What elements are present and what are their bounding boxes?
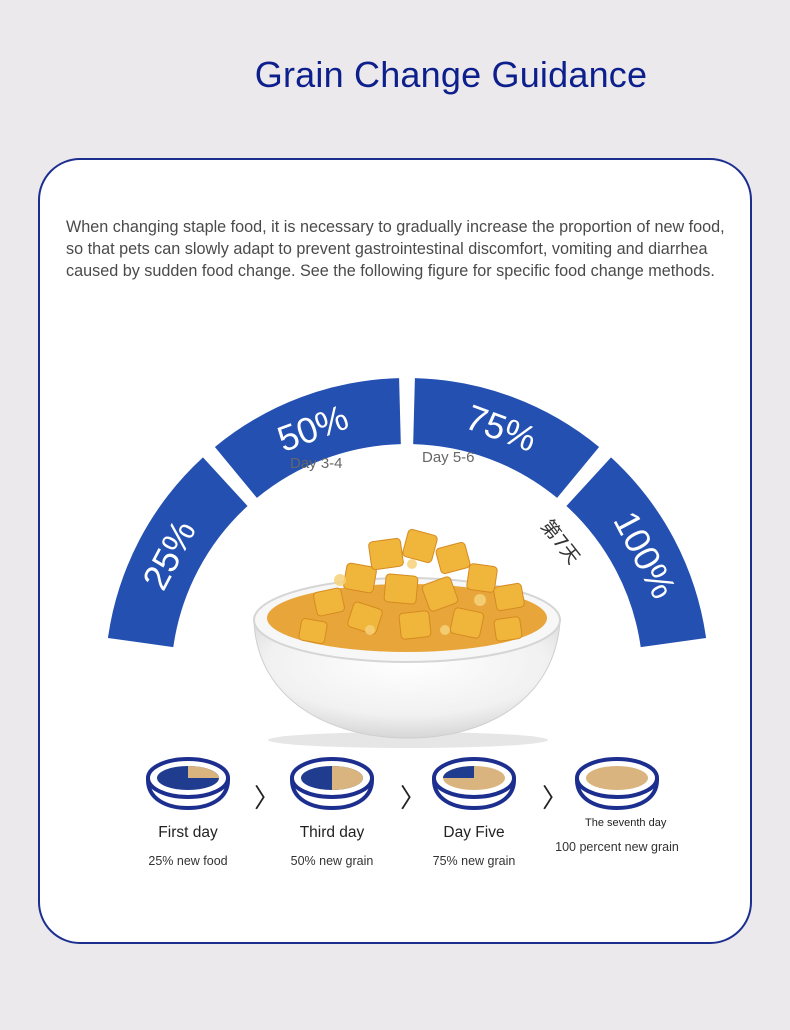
gauge-illustration: 25%50% 75%100% Day 3-4 Day 5-6 第7天 bbox=[107, 378, 707, 748]
page-title: Grain Change Guidance bbox=[254, 54, 648, 95]
chevron-right-icon: 〉 bbox=[400, 783, 427, 813]
step-name: First day bbox=[158, 824, 218, 841]
step-day-five: Day Five 75% new grain bbox=[404, 756, 544, 868]
bowl-25-icon bbox=[145, 757, 231, 810]
bowl-50-icon bbox=[289, 757, 375, 810]
chevron-right-icon: 〉 bbox=[542, 783, 569, 813]
step-name: The seventh day bbox=[585, 817, 667, 829]
step-desc: 50% new grain bbox=[290, 854, 374, 868]
gauge-segment-4 bbox=[566, 457, 707, 648]
gauge-segment-2 bbox=[214, 378, 401, 498]
steps-row: First day 25% new food 〉 Third day 50% n… bbox=[40, 756, 754, 896]
guidance-card: When changing staple food, it is necessa… bbox=[38, 158, 752, 944]
step-desc: 75% new grain bbox=[432, 854, 516, 868]
step-name: Third day bbox=[299, 824, 365, 841]
day-label-5-6: Day 5-6 bbox=[422, 449, 475, 466]
step-name: Day Five bbox=[443, 824, 505, 841]
step-seventh-day: The seventh day 100 percent new grain bbox=[547, 756, 687, 854]
bowl-100-icon bbox=[574, 757, 660, 810]
step-first-day: First day 25% new food bbox=[118, 756, 258, 868]
day-label-3-4: Day 3-4 bbox=[290, 455, 343, 472]
food-bowl-illustration bbox=[253, 528, 561, 748]
step-desc: 25% new food bbox=[148, 854, 228, 868]
seventh-day-label: 第7天 bbox=[536, 516, 584, 569]
step-third-day: Third day 50% new grain bbox=[262, 756, 402, 868]
chevron-right-icon: 〉 bbox=[254, 783, 281, 813]
bowl-75-icon bbox=[431, 757, 517, 810]
gauge-segment-3 bbox=[413, 378, 600, 498]
gauge-segment-1 bbox=[107, 457, 248, 648]
intro-paragraph: When changing staple food, it is necessa… bbox=[66, 218, 725, 280]
step-desc: 100 percent new grain bbox=[555, 840, 679, 854]
